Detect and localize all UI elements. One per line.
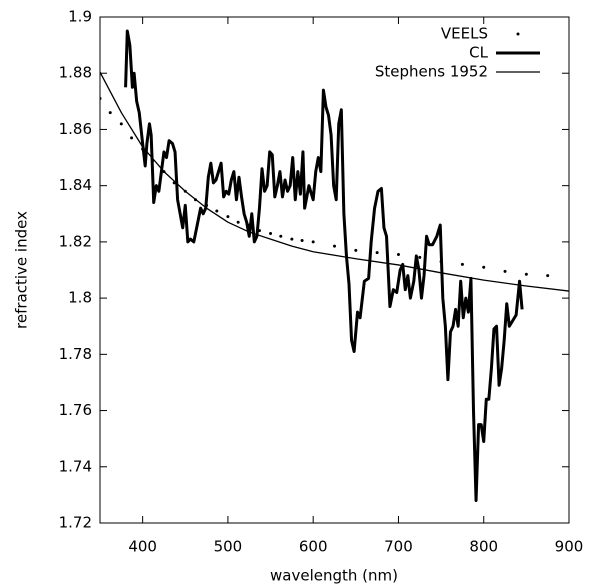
data-point: [130, 136, 134, 140]
y-tick-label: 1.74: [59, 457, 92, 475]
data-point: [119, 122, 123, 126]
x-tick-label: 600: [299, 538, 328, 556]
y-tick-label: 1.8: [68, 289, 92, 307]
y-tick-label: 1.88: [59, 64, 92, 82]
y-axis-label: refractive index: [13, 211, 31, 329]
data-line: [124, 29, 524, 503]
data-point: [524, 272, 528, 276]
y-tick-label: 1.86: [59, 120, 92, 138]
x-tick-label: 400: [128, 538, 157, 556]
data-point: [269, 231, 273, 235]
x-tick-label: 900: [555, 538, 584, 556]
data-point: [100, 97, 102, 101]
data-point: [279, 234, 283, 238]
data-point: [418, 255, 422, 259]
legend-label: VEELS: [441, 25, 488, 43]
legend-marker: [516, 32, 520, 36]
data-point: [226, 215, 230, 219]
data-point: [290, 237, 294, 241]
y-tick-label: 1.9: [68, 8, 92, 26]
data-point: [482, 265, 486, 269]
y-tick-label: 1.78: [59, 345, 92, 363]
x-tick-label: 500: [214, 538, 243, 556]
y-tick-label: 1.82: [59, 232, 92, 250]
data-point: [503, 269, 507, 273]
y-tick-label: 1.84: [59, 176, 92, 194]
data-point: [311, 240, 315, 244]
data-point: [396, 253, 400, 257]
y-tick-label: 1.76: [59, 401, 92, 419]
legend-label: Stephens 1952: [375, 63, 488, 81]
y-tick-label: 1.72: [59, 514, 92, 532]
data-point: [215, 209, 219, 213]
x-tick-label: 800: [469, 538, 498, 556]
data-point: [375, 251, 379, 255]
data-point: [546, 274, 550, 278]
data-point: [460, 262, 464, 266]
data-point: [354, 248, 358, 252]
plot-frame: [99, 16, 570, 524]
data-point: [108, 111, 112, 115]
x-axis-label: wavelength (nm): [270, 567, 398, 585]
x-tick-label: 700: [384, 538, 413, 556]
data-point: [333, 244, 336, 248]
data-line: [100, 71, 569, 292]
data-point: [236, 220, 240, 224]
legend-label: CL: [469, 44, 488, 62]
data-point: [300, 238, 304, 242]
